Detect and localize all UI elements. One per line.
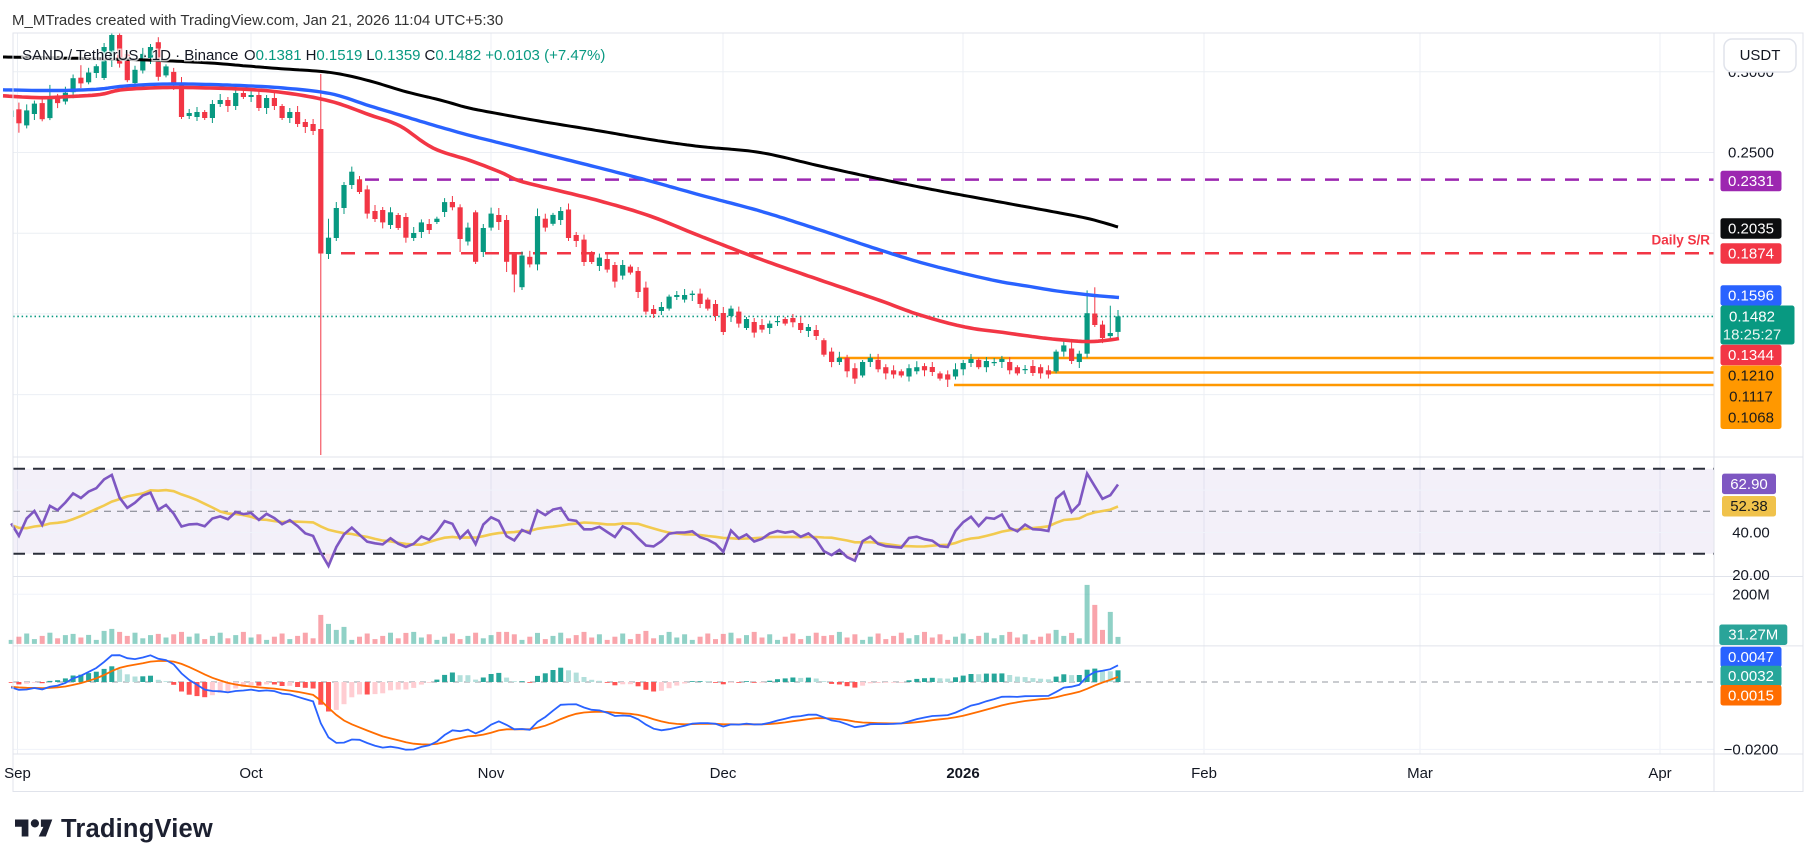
svg-text:0.2500: 0.2500	[1728, 145, 1774, 162]
svg-text:62.90: 62.90	[1730, 476, 1768, 493]
svg-text:Mar: Mar	[1407, 765, 1433, 782]
svg-text:Nov: Nov	[478, 765, 505, 782]
svg-text:0.1117: 0.1117	[1729, 389, 1773, 406]
svg-text:0.1068: 0.1068	[1728, 410, 1774, 427]
svg-text:Daily S/R: Daily S/R	[1651, 233, 1710, 248]
svg-text:18:25:27: 18:25:27	[1723, 327, 1781, 344]
svg-text:TradingView: TradingView	[61, 815, 213, 843]
svg-text:52.38: 52.38	[1730, 498, 1768, 515]
svg-text:0.2035: 0.2035	[1728, 221, 1774, 238]
svg-text:0.1596: 0.1596	[1728, 288, 1774, 305]
svg-text:0.1874: 0.1874	[1728, 246, 1774, 263]
svg-text:−0.0200: −0.0200	[1724, 741, 1779, 758]
svg-text:0.0015: 0.0015	[1728, 687, 1774, 704]
svg-text:2026: 2026	[946, 765, 979, 782]
svg-text:0.1482: 0.1482	[1729, 309, 1775, 326]
svg-text:0.0032: 0.0032	[1728, 668, 1774, 685]
svg-text:Apr: Apr	[1648, 765, 1671, 782]
svg-text:31.27M: 31.27M	[1728, 627, 1778, 644]
svg-text:M_MTrades created with Trading: M_MTrades created with TradingView.com, …	[12, 12, 503, 29]
svg-text:0.1210: 0.1210	[1728, 368, 1774, 385]
svg-text:SAND / TetherUS · 1D · Binance: SAND / TetherUS · 1D · Binance	[22, 47, 238, 64]
svg-text:USDT: USDT	[1740, 47, 1781, 64]
svg-text:40.00: 40.00	[1732, 525, 1770, 542]
svg-text:0.1344: 0.1344	[1728, 347, 1774, 364]
svg-text:20.00: 20.00	[1732, 567, 1770, 584]
svg-text:200M: 200M	[1732, 586, 1770, 603]
svg-text:Feb: Feb	[1191, 765, 1217, 782]
svg-text:Sep: Sep	[4, 765, 31, 782]
svg-text:0.2331: 0.2331	[1728, 173, 1774, 190]
svg-text:0.0047: 0.0047	[1728, 649, 1774, 666]
svg-text:Oct: Oct	[239, 765, 263, 782]
svg-text:Dec: Dec	[710, 765, 737, 782]
